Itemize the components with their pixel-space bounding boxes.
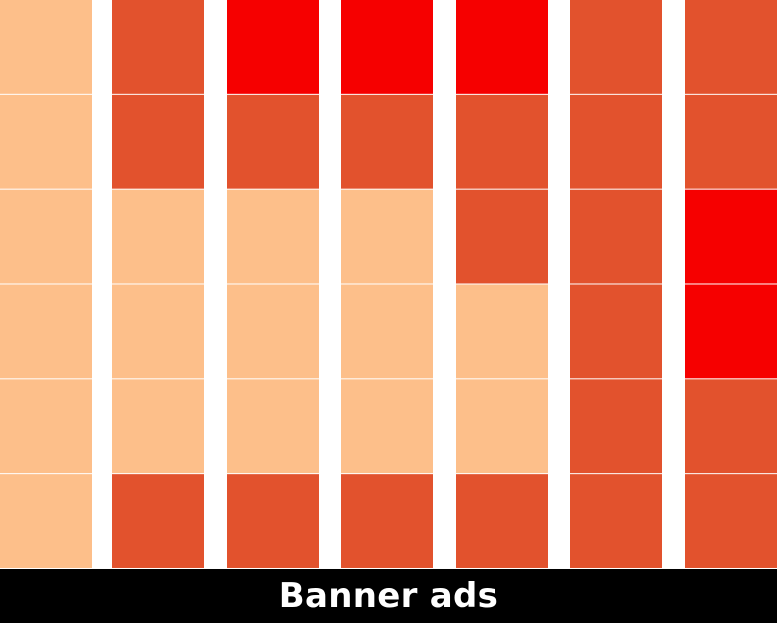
heatmap-cell-c3-r3 [227,189,319,284]
heatmap-cell-c4-r5 [341,379,433,474]
heatmap-cell-c3-r4 [227,284,319,379]
heatmap-cell-c4-r6 [341,474,433,568]
heatmap-cell-c2-r4 [112,284,204,379]
heatmap-cell-c6-r3 [570,189,662,284]
heatmap-cell-c3-r6 [227,474,319,568]
heatmap-cell-c6-r5 [570,379,662,474]
heatmap-cell-c7-r4 [685,284,777,379]
heatmap-cell-c6-r1 [570,0,662,94]
heatmap-cell-c5-r2 [456,94,548,189]
heatmap-cell-c5-r1 [456,0,548,94]
heatmap-cell-c4-r4 [341,284,433,379]
heatmap-cell-c6-r4 [570,284,662,379]
heatmap-cell-c3-r1 [227,0,319,94]
heatmap-cell-c1-r2 [0,94,92,189]
chart-title: Banner ads [278,576,499,616]
heatmap-cell-c7-r1 [685,0,777,94]
heatmap-cell-c4-r1 [341,0,433,94]
heatmap-area [0,0,777,569]
heatmap-cell-c4-r2 [341,94,433,189]
heatmap-cell-c7-r6 [685,474,777,568]
heatmap-grid [0,0,777,568]
heatmap-cell-c2-r3 [112,189,204,284]
heatmap-cell-c7-r5 [685,379,777,474]
heatmap-cell-c2-r1 [112,0,204,94]
heatmap-cell-c1-r5 [0,379,92,474]
caption-bar: Banner ads [0,569,777,623]
heatmap-cell-c5-r4 [456,284,548,379]
heatmap-cell-c7-r2 [685,94,777,189]
heatmap-cell-c5-r3 [456,189,548,284]
heatmap-cell-c1-r6 [0,474,92,568]
heatmap-cell-c3-r2 [227,94,319,189]
heatmap-cell-c1-r1 [0,0,92,94]
heatmap-cell-c2-r2 [112,94,204,189]
heatmap-cell-c6-r2 [570,94,662,189]
heatmap-cell-c6-r6 [570,474,662,568]
heatmap-cell-c2-r6 [112,474,204,568]
heatmap-cell-c5-r6 [456,474,548,568]
heatmap-cell-c3-r5 [227,379,319,474]
heatmap-cell-c5-r5 [456,379,548,474]
heatmap-cell-c2-r5 [112,379,204,474]
heatmap-cell-c7-r3 [685,189,777,284]
heatmap-cell-c1-r4 [0,284,92,379]
heatmap-cell-c1-r3 [0,189,92,284]
heatmap-cell-c4-r3 [341,189,433,284]
